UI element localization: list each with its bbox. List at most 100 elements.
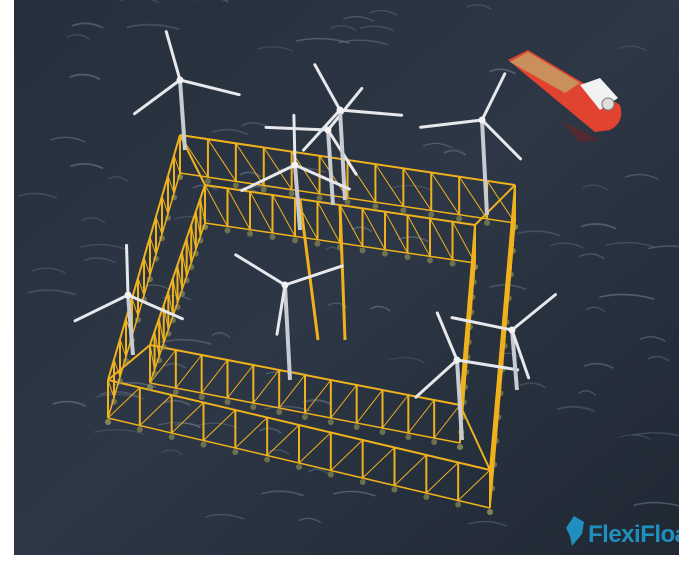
- wave: [632, 432, 679, 437]
- logo: FlexiFloat: [566, 516, 679, 548]
- turbine-blade: [419, 118, 484, 129]
- wave: [160, 449, 184, 456]
- truss-rung: [459, 404, 491, 471]
- truss-brace: [429, 218, 453, 260]
- turbine-blade: [510, 293, 557, 332]
- float: [353, 424, 360, 430]
- float: [487, 509, 493, 515]
- turbine-blade: [73, 293, 130, 323]
- float: [204, 178, 211, 185]
- ship: [508, 50, 622, 142]
- truss-brace: [249, 191, 273, 234]
- float: [302, 414, 308, 420]
- wave: [467, 520, 508, 527]
- wave: [32, 267, 66, 274]
- wave: [333, 490, 376, 497]
- wave: [343, 16, 375, 22]
- truss-brace: [374, 163, 404, 207]
- turbine-blade: [455, 358, 520, 372]
- truss-brace: [203, 409, 236, 441]
- float: [314, 240, 321, 247]
- truss-brace: [171, 402, 204, 434]
- truss-brace: [266, 424, 300, 456]
- wave: [422, 142, 453, 149]
- turbine-blade: [313, 63, 342, 112]
- wave: [580, 223, 617, 230]
- wave: [397, 236, 429, 243]
- wave: [71, 22, 104, 29]
- truss-brace: [278, 374, 306, 409]
- float: [372, 203, 379, 210]
- float: [327, 471, 334, 478]
- truss-chord: [149, 344, 461, 406]
- float: [136, 426, 143, 433]
- float: [264, 456, 271, 463]
- wave: [391, 184, 433, 191]
- turbines: [73, 30, 557, 441]
- float: [382, 250, 388, 257]
- turbine-tower: [480, 119, 489, 216]
- turbine-blade: [125, 243, 130, 297]
- float: [449, 260, 456, 267]
- truss-brace: [394, 454, 427, 486]
- float: [400, 207, 407, 214]
- turbine-blade: [240, 163, 297, 193]
- float: [391, 486, 398, 493]
- truss-chord: [107, 379, 491, 471]
- truss-brace: [272, 194, 296, 237]
- truss-brace: [107, 387, 141, 419]
- truss-brace: [201, 359, 228, 394]
- wave: [195, 0, 230, 3]
- turbine-blade: [178, 78, 241, 97]
- truss-brace: [175, 354, 203, 389]
- wave: [18, 192, 58, 199]
- logo-text: FlexiFloat: [588, 521, 679, 548]
- turbine-hub: [291, 161, 299, 169]
- float: [288, 190, 295, 197]
- wave: [160, 338, 212, 346]
- float: [224, 227, 231, 234]
- wave: [443, 149, 467, 156]
- float: [232, 449, 239, 455]
- turbine-blade: [275, 283, 287, 336]
- float: [224, 399, 231, 405]
- float: [344, 199, 351, 205]
- turbine-hub: [281, 281, 289, 289]
- wave: [107, 176, 129, 182]
- wave: [205, 514, 245, 520]
- turbine-tower: [126, 294, 135, 356]
- truss-chord: [298, 199, 320, 341]
- ship-reflection: [560, 120, 600, 142]
- wave: [239, 171, 262, 178]
- ship-helipad: [601, 97, 615, 111]
- truss-chord: [149, 184, 206, 346]
- turbine-blade: [435, 311, 459, 362]
- truss-brace: [452, 221, 476, 264]
- truss-brace: [252, 369, 280, 404]
- wave: [489, 68, 516, 75]
- float: [105, 419, 111, 425]
- wave: [79, 244, 126, 250]
- truss-brace: [433, 404, 461, 439]
- float: [147, 384, 153, 390]
- float: [359, 247, 366, 254]
- turbine-blade: [283, 264, 344, 287]
- wave: [369, 305, 391, 312]
- turbine-blade: [234, 253, 287, 287]
- wave: [27, 289, 76, 296]
- truss-brace: [207, 138, 237, 182]
- truss-brace: [339, 204, 363, 247]
- truss-brace: [204, 184, 228, 227]
- wave: [295, 37, 350, 44]
- float: [172, 389, 179, 395]
- truss-chord: [107, 172, 181, 419]
- float: [260, 186, 267, 193]
- wave: [69, 73, 101, 80]
- truss-brace: [384, 211, 408, 254]
- turbine-blade: [338, 108, 404, 117]
- turbine-tower: [510, 329, 519, 391]
- truss-brace: [139, 394, 173, 426]
- wave: [582, 184, 608, 191]
